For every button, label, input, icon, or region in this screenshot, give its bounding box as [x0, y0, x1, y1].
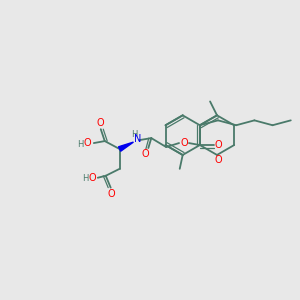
Text: H: H — [131, 130, 138, 139]
Polygon shape — [118, 142, 134, 151]
Text: O: O — [97, 118, 105, 128]
Text: O: O — [214, 155, 222, 165]
Text: H: H — [82, 174, 88, 183]
Text: N: N — [134, 134, 141, 144]
Text: O: O — [142, 149, 149, 159]
Text: O: O — [108, 189, 116, 199]
Text: O: O — [180, 138, 188, 148]
Text: O: O — [88, 173, 96, 183]
Text: O: O — [215, 140, 223, 150]
Text: H: H — [77, 140, 83, 148]
Text: O: O — [83, 138, 91, 148]
